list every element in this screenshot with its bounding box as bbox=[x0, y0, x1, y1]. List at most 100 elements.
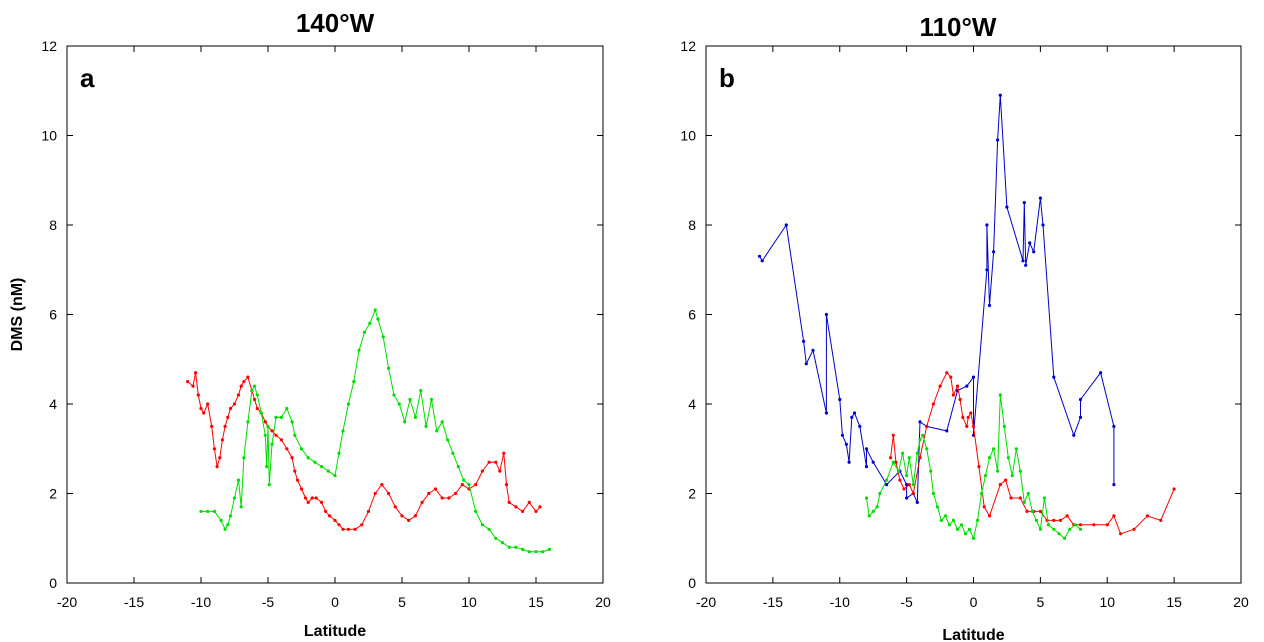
data-point bbox=[1026, 491, 1030, 496]
data-point bbox=[212, 509, 216, 513]
y-tick-label: 12 bbox=[41, 38, 57, 54]
data-point bbox=[840, 433, 845, 437]
data-point bbox=[1065, 514, 1069, 518]
y-tick-label: 12 bbox=[680, 38, 696, 54]
data-point bbox=[236, 393, 241, 397]
data-point bbox=[236, 478, 241, 482]
data-point bbox=[987, 456, 992, 460]
data-point bbox=[802, 339, 806, 343]
y-tick-label: 4 bbox=[688, 396, 696, 412]
data-point bbox=[1002, 424, 1006, 428]
data-point bbox=[353, 527, 357, 531]
data-point bbox=[306, 456, 310, 460]
data-point bbox=[223, 424, 227, 428]
data-point bbox=[541, 550, 545, 554]
data-point bbox=[270, 442, 274, 446]
data-point bbox=[259, 411, 263, 415]
data-point bbox=[760, 259, 764, 263]
data-point bbox=[1028, 241, 1032, 245]
data-point bbox=[393, 505, 397, 509]
data-point bbox=[373, 308, 377, 312]
data-point bbox=[1052, 375, 1056, 379]
data-point bbox=[1006, 456, 1010, 460]
data-point bbox=[1025, 509, 1029, 513]
data-point bbox=[982, 505, 986, 509]
data-point bbox=[951, 393, 956, 397]
x-tick-label: -5 bbox=[262, 594, 275, 610]
data-point bbox=[965, 424, 969, 428]
data-point bbox=[1038, 527, 1042, 531]
data-point bbox=[228, 514, 233, 518]
data-point bbox=[1078, 523, 1083, 527]
data-point bbox=[360, 523, 364, 527]
data-point bbox=[939, 518, 944, 523]
data-point bbox=[502, 451, 506, 455]
data-point bbox=[514, 505, 518, 509]
data-point bbox=[931, 491, 936, 496]
data-point bbox=[341, 429, 345, 433]
panel-a: -20 -15 -10 -5 0 5 10 15 20 0 2 4 6 8 10 12 140°W a Latitu… bbox=[9, 8, 611, 640]
data-point bbox=[295, 478, 300, 482]
data-point bbox=[992, 447, 996, 451]
y-tick-label: 0 bbox=[688, 575, 696, 591]
data-point bbox=[784, 223, 788, 227]
data-point bbox=[907, 456, 911, 460]
data-point bbox=[226, 523, 230, 527]
data-point bbox=[263, 420, 267, 424]
y-axis-title: DMS (nM) bbox=[9, 278, 26, 352]
data-point bbox=[931, 402, 936, 406]
data-point bbox=[324, 509, 328, 513]
data-point bbox=[1038, 196, 1042, 200]
series-line bbox=[187, 372, 541, 530]
data-point bbox=[891, 433, 895, 437]
data-point bbox=[313, 460, 317, 464]
data-point bbox=[194, 371, 198, 375]
data-point bbox=[267, 483, 271, 487]
data-point bbox=[285, 447, 289, 451]
data-point bbox=[985, 223, 989, 227]
data-point bbox=[757, 254, 762, 258]
data-point bbox=[228, 406, 233, 411]
data-point bbox=[199, 406, 203, 411]
data-point bbox=[387, 491, 391, 496]
data-point bbox=[514, 545, 518, 549]
data-point bbox=[299, 447, 304, 451]
data-point bbox=[527, 550, 531, 554]
data-point bbox=[911, 491, 915, 496]
data-point bbox=[1030, 509, 1034, 513]
data-point bbox=[1010, 474, 1014, 478]
data-point bbox=[290, 420, 294, 424]
data-point bbox=[500, 541, 505, 545]
data-point bbox=[1078, 415, 1083, 419]
data-point bbox=[326, 469, 330, 473]
data-point bbox=[1099, 371, 1103, 375]
data-point bbox=[885, 483, 889, 487]
series-line bbox=[759, 95, 1115, 503]
x-tick-label: 20 bbox=[1233, 594, 1249, 610]
data-point bbox=[858, 424, 862, 428]
data-point bbox=[527, 500, 531, 504]
x-tick-label: -10 bbox=[830, 594, 850, 610]
data-point bbox=[878, 491, 882, 496]
data-point bbox=[1046, 523, 1050, 527]
plot-frame bbox=[705, 45, 1242, 584]
data-point bbox=[547, 547, 552, 552]
data-point bbox=[266, 424, 270, 428]
data-point bbox=[440, 496, 444, 500]
data-point bbox=[460, 483, 464, 487]
data-point bbox=[901, 451, 905, 455]
data-point bbox=[279, 415, 283, 419]
data-point bbox=[435, 429, 439, 433]
data-point bbox=[403, 420, 407, 424]
x-tick-label: 5 bbox=[1036, 594, 1044, 610]
data-point bbox=[215, 465, 219, 469]
data-point bbox=[925, 424, 929, 428]
x-tick-label: 10 bbox=[1099, 594, 1115, 610]
data-point bbox=[480, 523, 484, 527]
data-point bbox=[507, 500, 511, 504]
data-point bbox=[290, 456, 294, 460]
data-point bbox=[1057, 532, 1061, 536]
data-point bbox=[951, 518, 956, 523]
data-point bbox=[918, 438, 922, 442]
data-point bbox=[242, 380, 246, 384]
